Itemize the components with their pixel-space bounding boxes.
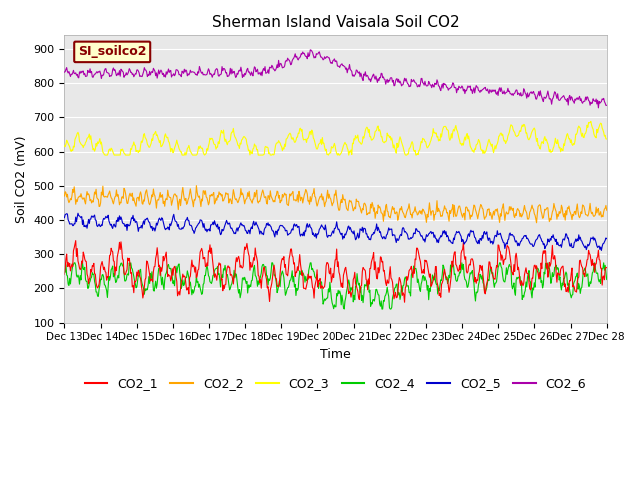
Title: Sherman Island Vaisala Soil CO2: Sherman Island Vaisala Soil CO2: [212, 15, 460, 30]
Legend: CO2_1, CO2_2, CO2_3, CO2_4, CO2_5, CO2_6: CO2_1, CO2_2, CO2_3, CO2_4, CO2_5, CO2_6: [80, 372, 591, 395]
X-axis label: Time: Time: [320, 348, 351, 361]
Y-axis label: Soil CO2 (mV): Soil CO2 (mV): [15, 135, 28, 223]
Text: SI_soilco2: SI_soilco2: [78, 46, 147, 59]
